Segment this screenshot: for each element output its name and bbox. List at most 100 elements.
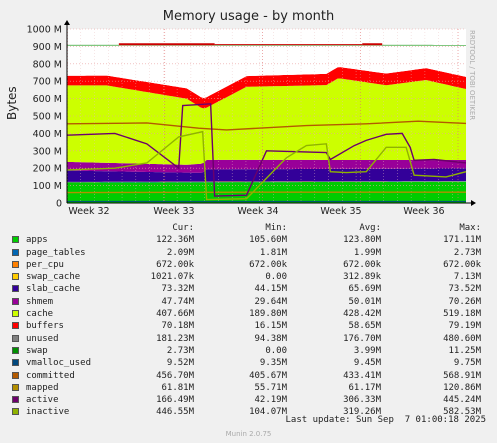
legend-avg: 428.42M: [343, 309, 381, 320]
legend-min: 16.15M: [254, 321, 287, 332]
legend-name: per_cpu: [26, 259, 64, 270]
legend-swatch: [12, 322, 19, 330]
chart-title: Memory usage - by month: [162, 9, 335, 24]
legend-name: vmalloc_used: [26, 358, 92, 369]
legend-max: 2.73M: [453, 247, 481, 258]
legend-max: 480.60M: [443, 333, 481, 344]
legend-swatch: [12, 334, 19, 342]
last-update: Last update: Sun Sep 7 01:00:18 2025: [285, 415, 486, 425]
legend-avg: 3.99M: [353, 345, 381, 356]
legend-row-inactive: inactive 446.55M 104.07M 319.26M 582.53M: [12, 406, 492, 418]
legend-cur: 446.55M: [156, 407, 194, 418]
legend-swatch: [12, 371, 19, 379]
legend-min: 9.35M: [259, 358, 287, 369]
legend-cur: 61.81M: [161, 382, 194, 393]
y-tick-label: 600 M: [33, 94, 62, 105]
legend-min: 672.00k: [249, 259, 287, 270]
line-inactive: [66, 130, 467, 201]
area-per_cpu: [67, 181, 466, 183]
legend-cur: 1021.07k: [150, 272, 194, 283]
legend-cur: 70.18M: [161, 321, 194, 332]
legend-avg: 672.00k: [343, 259, 381, 270]
memory-chart: 0 100 M 200 M 300 M 400 M 500 M 600 M 700 M 800 …: [27, 20, 476, 215]
legend-name: mapped: [26, 382, 59, 393]
legend-name: buffers: [26, 321, 64, 332]
legend-cur: 2.73M: [166, 345, 194, 356]
legend-avg: 123.80M: [343, 235, 381, 246]
legend-row-committed: committed 456.70M 405.67M 433.41M 568.91M: [12, 370, 492, 382]
legend-max: 73.52M: [448, 284, 481, 295]
area-shmem: [67, 159, 466, 173]
legend-cur: 181.23M: [156, 333, 194, 344]
legend-row-shmem: shmem 47.74M 29.64M 50.01M 70.26M: [12, 296, 492, 308]
legend-max: 568.91M: [443, 370, 481, 381]
legend-rows: apps 122.36M 105.60M 123.80M 171.11M page_tab…: [12, 234, 492, 418]
legend-name: swap: [26, 345, 48, 356]
y-tick-label: 700 M: [33, 77, 62, 88]
legend-max: 672.00k: [443, 259, 481, 270]
legend-table: Cur: Min: Avg: Max: apps 122.36M 105.60M 12…: [12, 222, 492, 419]
legend-max: 582.53M: [443, 407, 481, 418]
x-tick-label: Week 32: [68, 206, 109, 215]
legend-name: committed: [26, 370, 75, 381]
x-axis-arrow: [471, 200, 476, 206]
legend-swatch: [12, 346, 19, 354]
x-tick-label: Week 33: [153, 206, 194, 215]
legend-name: active: [26, 395, 59, 406]
legend-max: 9.75M: [453, 358, 481, 369]
y-tick-label: 200 M: [33, 164, 62, 175]
legend-avg: 433.41M: [343, 370, 381, 381]
y-tick-label: 300 M: [33, 146, 62, 157]
y-tick-label: 500 M: [33, 112, 62, 123]
legend-max: 171.11M: [443, 235, 481, 246]
legend-avg: 65.69M: [348, 284, 381, 295]
legend-min: 55.71M: [254, 382, 287, 393]
legend-avg: 1.99M: [353, 247, 381, 258]
y-axis-arrow: [64, 20, 70, 25]
legend-avg: 58.65M: [348, 321, 381, 332]
col-avg-header: Avg:: [359, 223, 381, 233]
legend-cur: 166.49M: [156, 395, 194, 406]
x-tick-label: Week 34: [237, 206, 278, 215]
legend-swatch: [12, 396, 19, 404]
legend-row-mapped: mapped 61.81M 55.71M 61.17M 120.86M: [12, 382, 492, 394]
legend-row-per_cpu: per_cpu 672.00k 672.00k 672.00k 672.00k: [12, 259, 492, 271]
legend-swatch: [12, 260, 19, 268]
legend-row-swap: swap 2.73M 0.00 3.99M 11.25M: [12, 345, 492, 357]
legend-max: 70.26M: [448, 296, 481, 307]
legend-avg: 306.33M: [343, 395, 381, 406]
legend-max: 445.24M: [443, 395, 481, 406]
legend-min: 42.19M: [254, 395, 287, 406]
legend-avg: 176.70M: [343, 333, 381, 344]
area-swap_cache: [67, 181, 466, 182]
legend-swatch: [12, 236, 19, 244]
legend-min: 94.38M: [254, 333, 287, 344]
legend-min: 405.67M: [249, 370, 287, 381]
legend-max: 11.25M: [448, 345, 481, 356]
legend-swatch: [12, 285, 19, 293]
area-buffers: [67, 67, 466, 109]
legend-name: swap_cache: [26, 272, 81, 283]
legend-cur: 456.70M: [156, 370, 194, 381]
svg-text:RRDTOOL / TOBI OETIKER: RRDTOOL / TOBI OETIKER: [468, 30, 476, 120]
area-cache: [67, 78, 466, 165]
legend-cur: 47.74M: [161, 296, 194, 307]
legend-name: shmem: [26, 296, 54, 307]
y-tick-label: 900 M: [33, 42, 62, 53]
legend-row-vmalloc_used: vmalloc_used 9.52M 9.35M 9.45M 9.75M: [12, 357, 492, 369]
legend-avg: 50.01M: [348, 296, 381, 307]
legend-avg: 9.45M: [353, 358, 381, 369]
legend-cur: 672.00k: [156, 259, 194, 270]
rrdtool-side-label: RRDTOOL / TOBI OETIKER: [468, 30, 476, 120]
legend-cur: 9.52M: [166, 358, 194, 369]
legend-name: cache: [26, 309, 54, 320]
legend-swatch: [12, 248, 19, 256]
col-cur-header: Cur:: [172, 223, 194, 233]
y-tick-label: 100 M: [33, 181, 62, 192]
legend-swatch: [12, 383, 19, 391]
legend-row-unused: unused 181.23M 94.38M 176.70M 480.60M: [12, 333, 492, 345]
legend-name: slab_cache: [26, 284, 81, 295]
y-tick-label: 1000 M: [27, 25, 62, 36]
y-tick-label: 800 M: [33, 59, 62, 70]
legend-name: inactive: [26, 407, 70, 418]
